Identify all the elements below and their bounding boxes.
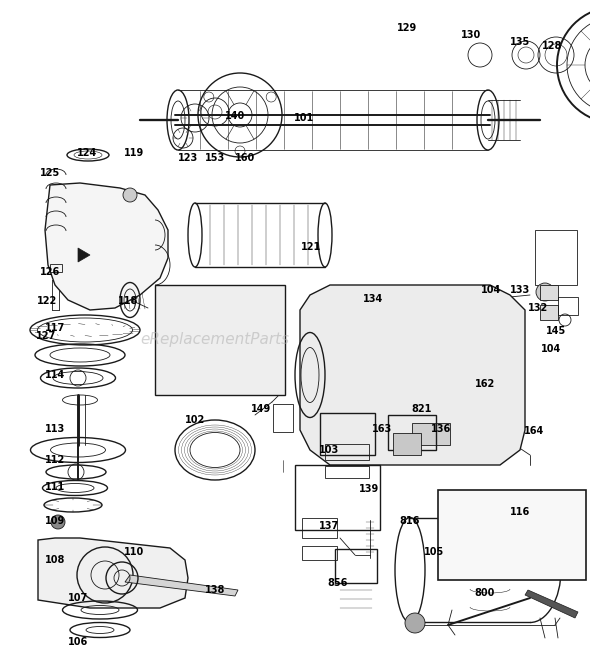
Bar	[302, 518, 337, 538]
Text: 160: 160	[235, 153, 255, 163]
Text: eReplacementParts: eReplacementParts	[141, 332, 290, 347]
Text: 126: 126	[40, 267, 60, 277]
Text: 128: 128	[542, 41, 562, 50]
Text: 125: 125	[40, 169, 60, 178]
Bar	[295, 465, 380, 530]
Text: 122: 122	[37, 296, 57, 306]
Text: 138: 138	[205, 585, 225, 595]
Text: 104: 104	[481, 286, 501, 295]
Text: 133: 133	[510, 286, 530, 295]
Text: 162: 162	[475, 380, 495, 389]
Text: 105: 105	[424, 548, 444, 557]
Circle shape	[536, 283, 554, 301]
Text: 104: 104	[541, 345, 561, 354]
Text: 164: 164	[524, 427, 544, 436]
Text: 137: 137	[319, 521, 339, 530]
Text: 127: 127	[36, 331, 56, 341]
Bar	[388, 415, 436, 450]
Text: 112: 112	[45, 456, 65, 465]
Bar	[155, 285, 285, 395]
Text: 139: 139	[359, 485, 379, 494]
Circle shape	[123, 188, 137, 202]
Text: 821: 821	[412, 404, 432, 413]
Bar	[50, 264, 62, 272]
Bar	[438, 490, 586, 580]
Text: 145: 145	[546, 326, 566, 335]
Text: 163: 163	[372, 424, 392, 433]
Polygon shape	[38, 538, 188, 608]
Text: 136: 136	[431, 424, 451, 433]
Bar	[320, 413, 375, 455]
Text: 121: 121	[301, 243, 322, 252]
Bar	[302, 546, 337, 560]
Text: 106: 106	[68, 637, 88, 646]
Text: 110: 110	[124, 548, 145, 557]
Text: 135: 135	[510, 37, 530, 46]
Bar	[540, 285, 558, 300]
Text: 109: 109	[45, 516, 65, 526]
Text: 123: 123	[178, 153, 198, 163]
Text: 101: 101	[294, 113, 314, 122]
Text: 816: 816	[400, 516, 420, 526]
Text: 114: 114	[45, 370, 65, 380]
Text: 116: 116	[510, 507, 530, 517]
Polygon shape	[125, 575, 238, 596]
Bar	[325, 444, 369, 460]
Polygon shape	[45, 183, 168, 310]
Polygon shape	[78, 248, 90, 262]
Text: 140: 140	[225, 111, 245, 120]
Polygon shape	[300, 285, 525, 465]
Text: 130: 130	[461, 30, 481, 40]
Circle shape	[51, 515, 65, 529]
Text: 124: 124	[77, 149, 97, 158]
Bar	[273, 404, 293, 432]
Bar	[325, 466, 369, 478]
Text: 134: 134	[363, 294, 383, 304]
Text: 856: 856	[327, 579, 348, 588]
Bar	[335, 549, 377, 583]
Text: 119: 119	[124, 149, 145, 158]
Text: 149: 149	[251, 404, 271, 413]
Text: 113: 113	[45, 424, 65, 433]
Polygon shape	[525, 590, 578, 618]
Text: 117: 117	[45, 323, 65, 333]
Text: 107: 107	[68, 593, 88, 603]
Circle shape	[405, 613, 425, 633]
Text: 800: 800	[475, 588, 495, 597]
Bar	[540, 305, 558, 320]
Text: 132: 132	[528, 303, 548, 312]
Text: 108: 108	[45, 555, 65, 564]
Text: 111: 111	[45, 482, 65, 492]
Text: 153: 153	[205, 153, 225, 163]
Bar	[412, 423, 450, 445]
Text: 102: 102	[185, 415, 205, 425]
Bar	[535, 230, 577, 285]
Text: 103: 103	[319, 446, 339, 455]
Bar	[393, 433, 421, 455]
Bar	[558, 297, 578, 315]
Text: 118: 118	[119, 296, 139, 306]
Text: 129: 129	[397, 24, 417, 33]
